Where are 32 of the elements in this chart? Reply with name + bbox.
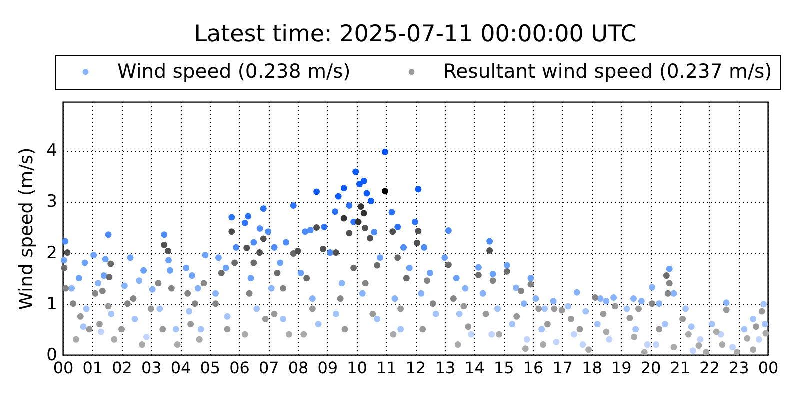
x-tick-label: 15	[494, 358, 514, 378]
x-tick-label: 00	[758, 358, 779, 378]
y-tick-label: 4	[46, 141, 58, 162]
x-tick-label: 01	[82, 358, 104, 378]
x-tick-label: 13	[435, 358, 456, 378]
x-tick-label: 18	[582, 358, 602, 378]
x-tick-label: 19	[611, 358, 632, 378]
chart-title: Latest time: 2025-07-11 00:00:00 UTC	[194, 22, 637, 48]
x-tick-label: 20	[640, 358, 662, 378]
y-axis-title: Wind speed (m/s)	[16, 148, 38, 310]
x-tick-label: 11	[376, 358, 397, 378]
x-tick-label: 22	[700, 358, 720, 378]
x-tick-label: 07	[258, 358, 280, 378]
x-tick-label: 09	[318, 358, 338, 378]
x-tick-label: 23	[728, 358, 750, 378]
legend-label: Wind speed (0.238 m/s)	[118, 60, 351, 84]
x-tick-label: 14	[464, 358, 485, 378]
x-tick-label: 21	[670, 358, 691, 378]
x-tick-label: 04	[170, 358, 192, 378]
x-tick-label: 16	[523, 358, 544, 378]
x-tick-label: 05	[200, 358, 221, 378]
y-tick-label: 2	[46, 243, 58, 264]
legend-label: Resultant wind speed (0.237 m/s)	[444, 60, 772, 84]
x-tick-label: 02	[112, 358, 132, 378]
x-tick-label: 03	[141, 358, 162, 378]
x-tick-label: 10	[347, 358, 368, 378]
y-tick-label: 3	[46, 192, 58, 212]
y-tick-label: 1	[46, 294, 58, 314]
x-tick-label: 06	[230, 358, 250, 378]
x-tick-label: 12	[406, 358, 426, 378]
x-tick-label: 08	[288, 358, 309, 378]
x-tick-label: 17	[552, 358, 574, 378]
